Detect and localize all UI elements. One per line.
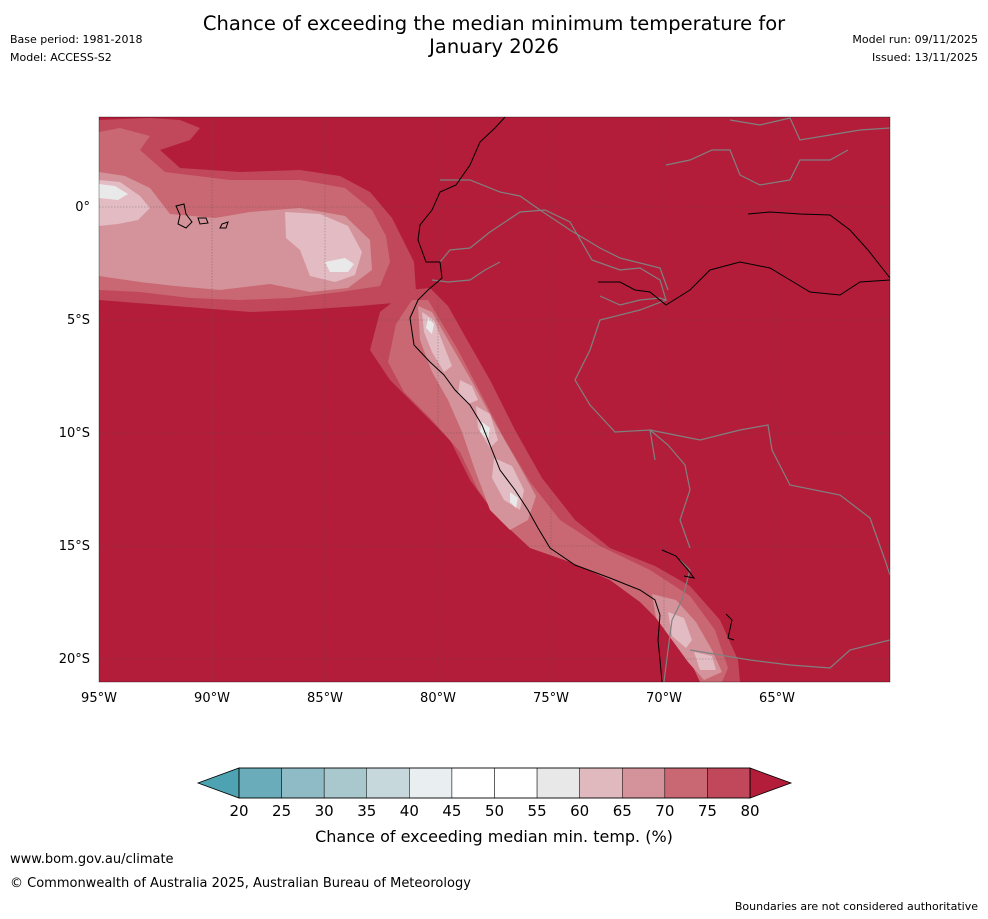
- issued-date: Issued: 13/11/2025: [871, 51, 978, 64]
- coast-lake-titicaca: [661, 549, 696, 579]
- map-frame: [99, 117, 890, 682]
- colorbar-swatch-40: [409, 767, 453, 799]
- border-colombia-venezuela: [440, 179, 669, 291]
- title-line-1: Chance of exceeding the median minimum t…: [202, 12, 786, 35]
- colorbar-swatch-70: [664, 767, 708, 799]
- colorbar-swatch-50: [494, 767, 538, 799]
- colorbar: 20 25 30 35 40 45 50 55 60 65 70 75 80: [196, 767, 793, 820]
- colorbar-low-arrow: [196, 767, 240, 799]
- coastlines: [175, 117, 890, 682]
- border-peru-brazil: [574, 295, 668, 461]
- lon-label-80w: 80°W: [420, 691, 456, 706]
- header-meta-right: Model run: 09/11/2025 Issued: 13/11/2025: [852, 31, 978, 67]
- lat-label-20s: 20°S: [59, 652, 90, 667]
- colorbar-swatch-25: [281, 767, 325, 799]
- border-northeast: [729, 117, 890, 141]
- lat-label-15s: 15°S: [59, 539, 90, 554]
- colorbar-tick-25: 25: [272, 802, 291, 820]
- base-period: Base period: 1981-2018: [10, 33, 143, 46]
- title-line-2: January 2026: [429, 35, 559, 58]
- contour-55-ocean-b: [325, 258, 354, 272]
- colorbar-ticks: 20 25 30 35 40 45 50 55 60 65 70 75 80: [229, 802, 759, 820]
- lon-label-85w: 85°W: [307, 691, 343, 706]
- colorbar-tick-30: 30: [315, 802, 334, 820]
- colorbar-swatch-60: [579, 767, 623, 799]
- contour-55-ocean-a: [99, 184, 128, 200]
- coast-lake-east: [725, 613, 735, 641]
- lon-label-70w: 70°W: [646, 691, 682, 706]
- colorbar-tick-60: 60: [570, 802, 589, 820]
- border-ecuador-peru: [431, 261, 501, 283]
- colorbar-swatch-75: [707, 767, 751, 799]
- colorbar-tick-50: 50: [485, 802, 504, 820]
- colorbar-tick-80: 80: [740, 802, 759, 820]
- coast-amazon-river: [598, 261, 890, 306]
- border-colombia-ecuador: [439, 209, 667, 301]
- colorbar-tick-65: 65: [613, 802, 632, 820]
- colorbar-high-arrow: [749, 767, 793, 799]
- country-borders: [431, 117, 890, 682]
- lon-label-75w: 75°W: [533, 691, 569, 706]
- coast-galapagos-2: [197, 217, 209, 225]
- colorbar-swatch-45: [451, 767, 495, 799]
- colorbar-tick-70: 70: [655, 802, 674, 820]
- colorbar-swatch-20: [238, 767, 282, 799]
- gridlines: [99, 117, 890, 682]
- colorbar-swatches: [238, 767, 751, 799]
- coast-galapagos-3: [219, 221, 229, 229]
- map-title: Chance of exceeding the median minimum t…: [0, 12, 988, 58]
- coast-upper-river: [747, 211, 890, 279]
- contour-60-coast: [422, 312, 524, 510]
- lat-label-5s: 5°S: [67, 313, 90, 328]
- border-bolivia-chile: [663, 559, 691, 682]
- colorbar-swatch-30: [323, 767, 367, 799]
- lon-labels: 95°W 90°W 85°W 80°W 75°W 70°W 65°W: [81, 691, 795, 706]
- colorbar-tick-45: 45: [442, 802, 461, 820]
- map-border: [98, 116, 891, 683]
- border-bolivia-brazil: [649, 424, 890, 576]
- footer-copyright: © Commonwealth of Australia 2025, Austra…: [10, 876, 471, 891]
- colorbar-swatch-35: [366, 767, 410, 799]
- lon-label-90w: 90°W: [194, 691, 230, 706]
- lat-labels: 0° 5°S 10°S 15°S 20°S: [59, 200, 90, 667]
- contour-60-coast-b: [668, 612, 716, 670]
- header-meta-left: Base period: 1981-2018 Model: ACCESS-S2: [10, 31, 142, 67]
- colorbar-tick-20: 20: [229, 802, 248, 820]
- border-venezuela-north: [665, 149, 849, 186]
- border-peru-bolivia: [649, 429, 691, 549]
- colorbar-swatch-55: [536, 767, 580, 799]
- lon-label-95w: 95°W: [81, 691, 117, 706]
- lat-label-10s: 10°S: [59, 426, 90, 441]
- colorbar-outline: [238, 767, 751, 799]
- footer-link[interactable]: www.bom.gov.au/climate: [10, 852, 174, 867]
- colorbar-tick-55: 55: [528, 802, 547, 820]
- lon-label-65w: 65°W: [759, 691, 795, 706]
- coast-galapagos-1: [175, 203, 193, 229]
- colorbar-tick-75: 75: [698, 802, 717, 820]
- footer-note: Boundaries are not considered authoritat…: [734, 900, 978, 913]
- model-run: Model run: 09/11/2025: [852, 33, 978, 46]
- colorbar-title: Chance of exceeding median min. temp. (%…: [315, 827, 673, 846]
- colorbar-swatch-65: [622, 767, 666, 799]
- colorbar-tick-40: 40: [400, 802, 419, 820]
- lat-label-0: 0°: [75, 200, 90, 215]
- contour-65-ocean: [99, 172, 372, 292]
- coast-pacific: [409, 117, 663, 682]
- colorbar-tick-35: 35: [357, 802, 376, 820]
- model-name: Model: ACCESS-S2: [10, 51, 112, 64]
- border-bolivia-argentina: [689, 639, 890, 669]
